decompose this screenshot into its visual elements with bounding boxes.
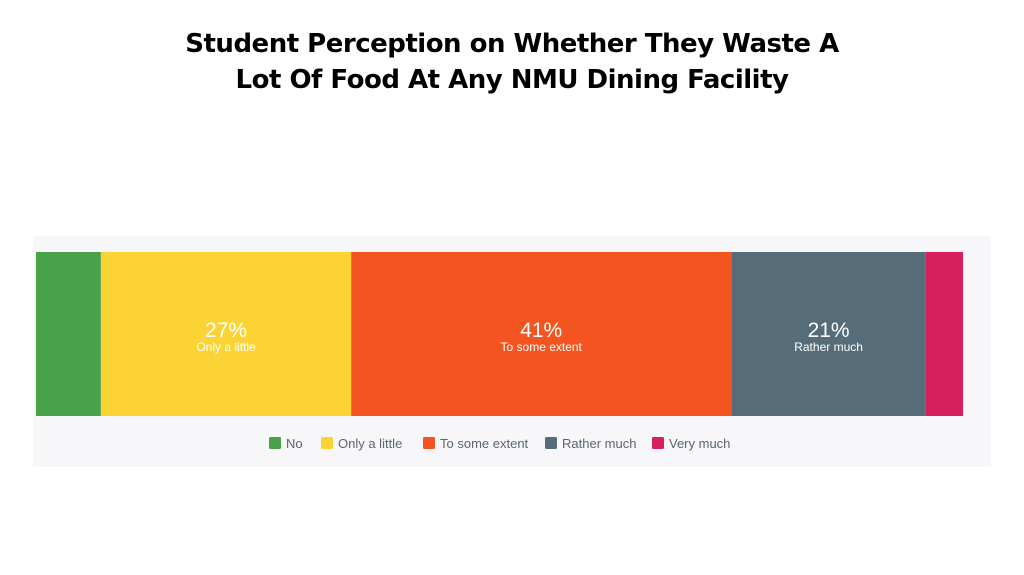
chart-title-line-2: Lot Of Food At Any NMU Dining Facility [235, 65, 789, 95]
data-label-category-only-a-little: Only a little [196, 340, 256, 354]
bar-segment-to-some-extent [351, 252, 732, 416]
legend-swatch-no [269, 437, 281, 449]
legend-label-only-a-little: Only a little [338, 436, 402, 451]
legend-swatch-only-a-little [321, 437, 333, 449]
data-label-value-to-some-extent: 41% [520, 319, 562, 342]
data-label-value-only-a-little: 27% [205, 319, 247, 342]
bar-segment-rather-much [731, 252, 926, 416]
data-label-category-rather-much: Rather much [794, 340, 863, 354]
legend-swatch-to-some-extent [423, 437, 435, 449]
legend-label-very-much: Very much [669, 436, 730, 451]
data-label-category-to-some-extent: To some extent [501, 340, 583, 354]
bar-segment-very-much [925, 252, 963, 416]
legend-label-to-some-extent: To some extent [440, 436, 529, 451]
legend-label-rather-much: Rather much [562, 436, 636, 451]
legend-swatch-very-much [652, 437, 664, 449]
chart-title: Student Perception on Whether They Waste… [0, 26, 1024, 98]
legend-swatch-rather-much [545, 437, 557, 449]
bar-segment-only-a-little [100, 252, 352, 416]
legend-label-no: No [286, 436, 303, 451]
chart-title-line-1: Student Perception on Whether They Waste… [185, 29, 839, 59]
data-label-value-rather-much: 21% [808, 319, 850, 342]
bar-segment-no [36, 252, 101, 416]
